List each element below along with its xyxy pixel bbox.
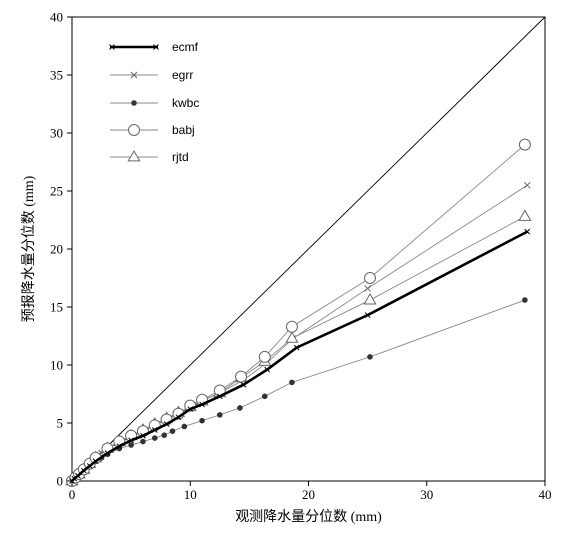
data-point — [523, 181, 531, 189]
data-point — [153, 44, 159, 50]
data-point — [518, 209, 532, 221]
data-point — [151, 427, 158, 433]
data-point — [187, 406, 194, 412]
legend-label: rjtd — [172, 150, 189, 164]
series-line-kwbc — [71, 299, 526, 482]
y-tick-label: 10 — [50, 358, 63, 373]
legend-item-rjtd: rjtd — [110, 149, 189, 164]
data-point — [364, 285, 371, 292]
data-point — [199, 401, 205, 408]
reference-line-group — [71, 16, 546, 482]
data-point — [140, 432, 146, 439]
legend-label: egrr — [172, 68, 193, 82]
data-point — [367, 354, 373, 360]
data-point — [199, 417, 205, 424]
y-axis-title: 预报降水量分位数 (mm) — [21, 175, 37, 322]
data-point — [289, 379, 295, 386]
data-point — [285, 320, 298, 333]
series-ecmf — [69, 228, 531, 484]
legend: ecmf egrr kwbc babj rjtd — [109, 40, 199, 164]
data-point — [151, 435, 158, 441]
axis-ticks: 0 10 20 30 40 0 5 10 15 20 25 30 35 40 — [50, 10, 552, 503]
data-point — [285, 331, 299, 343]
data-point — [127, 149, 141, 162]
x-axis-title: 观测降水量分位数 (mm) — [235, 509, 382, 525]
data-point — [75, 472, 81, 479]
data-point — [524, 228, 531, 235]
data-point — [109, 44, 115, 50]
data-point — [131, 100, 137, 106]
legend-item-ecmf: ecmf — [109, 40, 199, 54]
legend-item-kwbc: kwbc — [110, 96, 199, 110]
data-point — [261, 393, 268, 400]
y-tick-label: 25 — [50, 184, 63, 199]
series-line-ecmf — [71, 230, 528, 482]
y-tick-label: 35 — [50, 68, 63, 83]
series-group — [65, 138, 532, 487]
y-tick-label: 30 — [50, 126, 63, 141]
data-point — [237, 405, 243, 411]
reference-line-1to1 — [71, 16, 546, 482]
data-point — [217, 412, 223, 418]
data-point — [258, 350, 271, 363]
data-point — [216, 393, 223, 400]
legend-label: babj — [172, 123, 195, 137]
data-point — [86, 463, 93, 469]
series-kwbc — [69, 297, 528, 484]
data-point — [80, 467, 87, 474]
x-tick-label: 20 — [302, 487, 315, 502]
y-tick-label: 0 — [57, 474, 64, 489]
x-tick-label: 0 — [69, 487, 76, 502]
data-point — [181, 423, 188, 430]
x-tick-label: 30 — [420, 487, 433, 502]
x-tick-label: 10 — [184, 487, 197, 502]
data-point — [364, 312, 371, 318]
data-point — [92, 458, 99, 465]
data-point — [240, 381, 247, 388]
data-point — [116, 443, 123, 450]
data-point — [130, 71, 138, 79]
data-point — [363, 272, 376, 284]
legend-label: kwbc — [172, 96, 199, 110]
data-point — [140, 438, 146, 445]
x-tick-label: 40 — [539, 487, 552, 502]
data-point — [235, 370, 248, 383]
legend-item-babj: babj — [110, 123, 195, 137]
y-tick-label: 5 — [57, 416, 64, 431]
data-point — [175, 414, 182, 421]
data-point — [169, 428, 176, 434]
data-point — [363, 293, 377, 305]
y-tick-label: 15 — [50, 300, 63, 315]
y-tick-label: 40 — [50, 10, 63, 25]
legend-item-egrr: egrr — [110, 68, 193, 82]
data-point — [264, 366, 270, 373]
data-point — [293, 344, 300, 351]
series-babj — [66, 138, 531, 487]
data-point — [163, 421, 170, 428]
data-point — [128, 437, 134, 444]
data-point — [128, 442, 134, 448]
data-point — [104, 450, 111, 457]
y-tick-label: 20 — [50, 242, 63, 257]
data-point — [128, 124, 140, 136]
data-point — [518, 138, 531, 151]
data-point — [522, 297, 528, 303]
data-point — [161, 432, 168, 438]
legend-label: ecmf — [172, 40, 199, 54]
